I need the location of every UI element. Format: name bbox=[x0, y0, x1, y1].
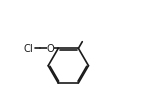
Text: O: O bbox=[47, 44, 54, 54]
Text: Cl: Cl bbox=[24, 44, 33, 54]
